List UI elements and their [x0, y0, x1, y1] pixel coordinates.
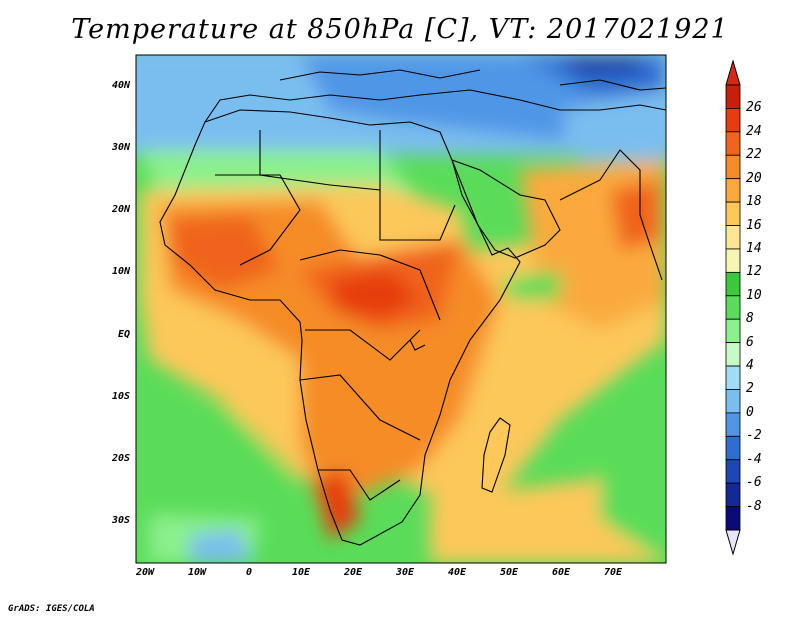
colorbar-label: 16 — [746, 217, 762, 233]
colorbar-swatch — [725, 389, 741, 414]
colorbar-swatch — [725, 154, 741, 180]
lat-label: 30N — [111, 142, 130, 153]
colorbar-label: 6 — [746, 334, 754, 350]
colorbar-label: 0 — [746, 404, 754, 420]
lat-label: 20N — [111, 204, 130, 215]
lon-label: 50E — [499, 567, 519, 578]
colorbar-swatch — [725, 201, 741, 226]
lon-label: 10W — [187, 567, 207, 578]
lon-label: 20E — [343, 567, 363, 578]
colorbar-label: -8 — [746, 498, 762, 514]
coastline — [159, 69, 666, 546]
colorbar-swatch — [725, 84, 741, 109]
colorbar-label: 14 — [746, 240, 762, 256]
colorbar-swatch — [725, 248, 741, 273]
colorbar-label: -4 — [746, 451, 762, 467]
colorbar-swatch — [725, 295, 741, 320]
colorbar-over-arrow — [725, 59, 741, 86]
colorbar-label: 18 — [746, 194, 762, 210]
colorbar-label: 22 — [746, 147, 762, 163]
lat-label: 40N — [111, 80, 130, 91]
credit-text: GrADS: IGES/COLA — [8, 604, 95, 614]
colorbar-swatch — [725, 459, 741, 484]
colorbar-swatch — [725, 271, 741, 297]
colorbar-label: 2 — [746, 381, 754, 397]
colorbar-label: 20 — [746, 170, 762, 186]
colorbar-label: 26 — [746, 100, 762, 116]
lon-label: 20W — [135, 567, 155, 578]
lon-label: 10E — [291, 567, 311, 578]
temperature-field — [136, 55, 666, 563]
colorbar-under-arrow — [725, 529, 741, 556]
colorbar-label: 10 — [746, 287, 762, 303]
lat-label: EQ — [117, 329, 130, 340]
colorbar — [725, 59, 741, 556]
lat-label: 30S — [111, 515, 130, 526]
colorbar-label: -6 — [746, 475, 762, 491]
colorbar-swatch — [725, 108, 741, 133]
colorbar-label: 4 — [746, 358, 754, 374]
colorbar-swatch — [725, 506, 741, 531]
map-title: Temperature at 850hPa [C], VT: 201702192… — [71, 14, 729, 45]
colorbar-label: 8 — [746, 311, 754, 327]
lon-label: 60E — [551, 567, 571, 578]
colorbar-label: 12 — [746, 264, 762, 280]
colorbar-swatch — [725, 131, 741, 156]
colorbar-label: 24 — [746, 123, 762, 139]
colorbar-swatch — [725, 412, 741, 437]
lon-label: 40E — [447, 567, 467, 578]
lon-label: 0 — [245, 567, 253, 578]
lat-label: 20S — [111, 453, 130, 464]
colorbar-label: -2 — [746, 428, 762, 444]
colorbar-swatch — [725, 435, 741, 461]
colorbar-swatch — [725, 318, 741, 344]
plot-frame — [135, 54, 667, 564]
colorbar-swatch — [725, 365, 741, 390]
lon-label: 70E — [603, 567, 623, 578]
colorbar-swatch — [725, 342, 741, 367]
lat-label: 10N — [111, 266, 130, 277]
colorbar-swatch — [725, 178, 741, 203]
colorbar-swatch — [725, 482, 741, 507]
lon-label: 30E — [395, 567, 415, 578]
colorbar-swatch — [725, 225, 741, 250]
lat-label: 10S — [111, 391, 130, 402]
